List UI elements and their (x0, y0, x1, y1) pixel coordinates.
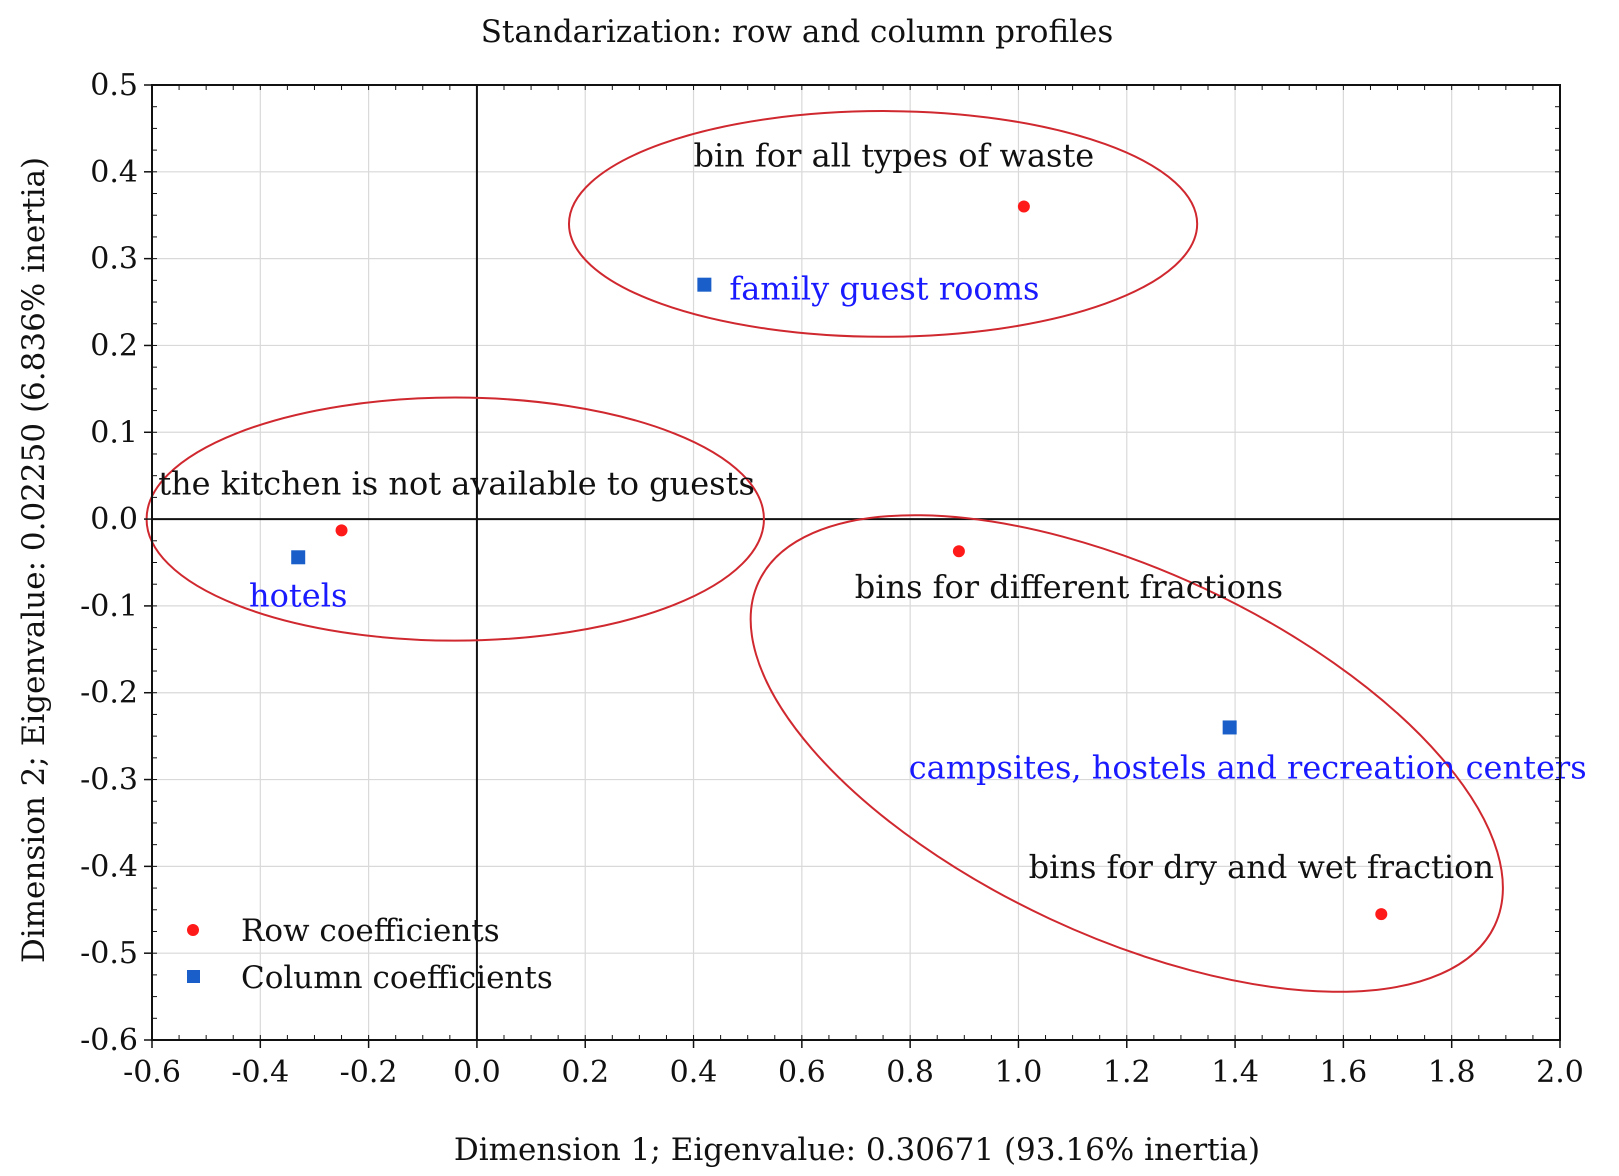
y-tick-label: -0.3 (80, 763, 138, 798)
y-tick-label: -0.1 (80, 589, 138, 624)
y-tick-label: 0.1 (90, 415, 138, 450)
column-point-label: hotels (249, 576, 347, 614)
column-point (291, 550, 306, 565)
column-point-label: family guest rooms (729, 270, 1039, 308)
y-tick-label: 0.2 (90, 328, 138, 363)
row-point (1017, 200, 1030, 213)
y-tick-label: 0.0 (90, 502, 138, 537)
column-point-label: campsites, hostels and recreation center… (909, 748, 1587, 786)
cluster-ellipse-3 (749, 514, 1504, 993)
zero-lines (152, 85, 1560, 1040)
point-labels: bin for all types of waste the kitchen is… (158, 137, 1586, 887)
chart-title: Standarization: row and column profiles (481, 14, 1114, 50)
axis-ticks: -0.6 -0.4 -0.2 0.0 0.2 0.4 0.6 0.8 1.0 1.2 1.4 1.6 1… (80, 68, 1584, 1090)
legend-row-label: Row coefficients (241, 913, 500, 949)
row-point-label: bins for dry and wet fraction (1029, 848, 1494, 886)
legend-column-marker (187, 970, 200, 983)
column-point (1222, 720, 1237, 735)
x-tick-label: 0.8 (886, 1055, 934, 1090)
x-tick-label: 0.0 (453, 1055, 501, 1090)
row-point-label: bin for all types of waste (694, 137, 1095, 175)
x-tick-label: -0.6 (123, 1055, 181, 1090)
x-tick-label: 2.0 (1536, 1055, 1584, 1090)
x-tick-label: 0.2 (561, 1055, 609, 1090)
y-tick-label: 0.3 (90, 242, 138, 277)
x-tick-label: -0.4 (231, 1055, 289, 1090)
legend: Row coefficients Column coefficients (187, 913, 553, 996)
row-point (335, 524, 348, 537)
x-tick-label: 1.8 (1428, 1055, 1476, 1090)
y-tick-label: 0.4 (90, 155, 138, 190)
x-tick-label: -0.2 (340, 1055, 398, 1090)
x-tick-label: 1.2 (1103, 1055, 1151, 1090)
row-point (952, 545, 965, 558)
x-axis-label: Dimension 1; Eigenvalue: 0.30671 (93.16%… (454, 1132, 1260, 1168)
y-axis-label: Dimension 2; Eigenvalue: 0.02250 (6.836%… (16, 157, 52, 963)
y-tick-label: -0.5 (80, 936, 138, 971)
row-point-label: the kitchen is not available to guests (158, 464, 755, 502)
y-tick-label: -0.6 (80, 1023, 138, 1058)
x-tick-label: 0.4 (670, 1055, 718, 1090)
column-point (697, 277, 712, 292)
legend-column-label: Column coefficients (241, 960, 553, 996)
x-tick-label: 0.6 (778, 1055, 826, 1090)
x-tick-label: 1.0 (995, 1055, 1043, 1090)
plot-frame (151, 84, 1561, 1041)
plot-frame-layer (151, 84, 1561, 1041)
data-points (291, 200, 1388, 921)
y-tick-label: 0.5 (90, 68, 138, 103)
x-tick-label: 1.6 (1320, 1055, 1368, 1090)
x-tick-label: 1.4 (1211, 1055, 1259, 1090)
row-point (1375, 908, 1388, 921)
cluster-ellipse-1 (567, 110, 1199, 338)
y-tick-label: -0.2 (80, 676, 138, 711)
row-point-label: bins for different fractions (855, 568, 1283, 606)
y-tick-label: -0.4 (80, 849, 138, 884)
grid-layer (151, 84, 1561, 1041)
legend-row-marker (187, 924, 199, 936)
